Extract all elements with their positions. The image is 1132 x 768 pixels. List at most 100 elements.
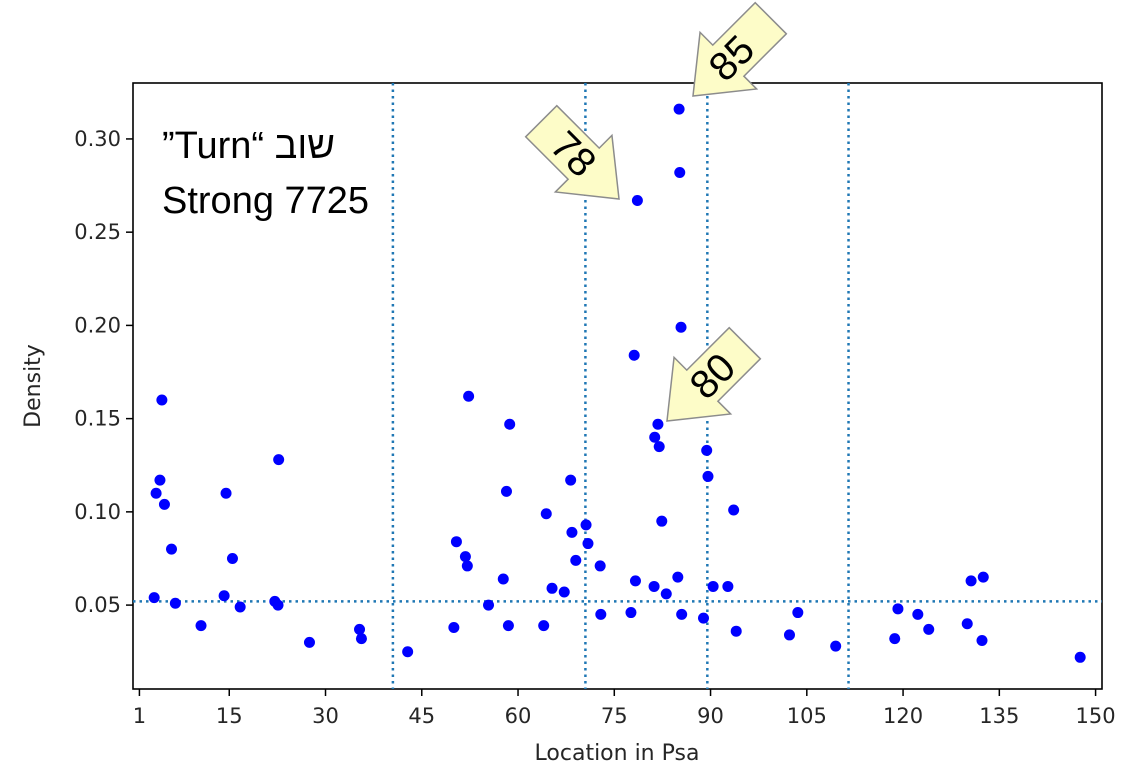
callout-78: 78 (524, 104, 620, 200)
data-point (218, 590, 230, 602)
y-axis: 0.05 0.10 0.15 0.20 0.25 0.30 (74, 127, 133, 617)
data-point (912, 608, 924, 620)
data-point (158, 498, 170, 510)
data-point (672, 571, 684, 583)
data-point (195, 620, 207, 632)
x-tick-label: 30 (312, 704, 339, 728)
x-tick-label: 90 (697, 704, 724, 728)
y-tick-label: 0.05 (74, 593, 121, 617)
data-point (463, 390, 475, 402)
data-point (977, 571, 989, 583)
data-point (500, 485, 512, 497)
data-point (961, 618, 973, 630)
data-point (546, 582, 558, 594)
data-point (565, 474, 577, 486)
y-tick-label: 0.15 (74, 407, 121, 431)
x-axis-title: Location in Psa (535, 741, 700, 766)
data-point (570, 554, 582, 566)
data-point (355, 633, 367, 645)
y-tick-label: 0.20 (74, 313, 121, 337)
data-point (594, 560, 606, 572)
data-point (1074, 651, 1086, 663)
callout-arrow-78 (524, 104, 620, 200)
strong-number-label: Strong 7725 (162, 180, 369, 222)
data-point (889, 633, 901, 645)
data-point (675, 321, 687, 333)
data-point (402, 646, 414, 658)
x-tick-label: 135 (979, 704, 1019, 728)
data-point (628, 349, 640, 361)
data-point (226, 552, 238, 564)
data-point (558, 586, 570, 598)
data-point (148, 592, 160, 604)
data-point (830, 640, 842, 652)
data-points (148, 103, 1086, 663)
data-point (273, 454, 285, 466)
callout-85: 85 (692, 1, 788, 97)
data-point (965, 575, 977, 587)
data-point (582, 538, 594, 550)
data-point (450, 536, 462, 548)
data-point (150, 487, 162, 499)
x-tick-label: 150 (1076, 704, 1116, 728)
data-point (631, 194, 643, 206)
x-axis: 1 15 30 45 60 75 90 105 120 135 150 (133, 689, 1116, 728)
data-point (272, 599, 284, 611)
data-point (783, 629, 795, 641)
data-point (448, 621, 460, 633)
data-point (976, 635, 988, 647)
data-point (169, 597, 181, 609)
data-point (660, 588, 672, 600)
data-point (234, 601, 246, 613)
data-point (656, 515, 668, 527)
data-point (892, 603, 904, 615)
data-point (707, 580, 719, 592)
data-point (629, 575, 641, 587)
y-tick-label: 0.10 (74, 500, 121, 524)
x-tick-label: 60 (505, 704, 532, 728)
data-point (540, 508, 552, 520)
hebrew-word-label: שוב “Turn” (162, 125, 335, 167)
data-point (497, 573, 509, 585)
x-tick-label: 75 (601, 704, 628, 728)
data-point (673, 103, 685, 115)
y-tick-label: 0.25 (74, 220, 121, 244)
data-point (697, 612, 709, 624)
data-point (538, 620, 550, 632)
data-point (676, 608, 688, 620)
data-point (625, 607, 637, 619)
x-tick-label: 120 (883, 704, 923, 728)
callout-arrow-80 (666, 326, 762, 422)
reference-lines (133, 83, 1102, 689)
data-point (502, 620, 514, 632)
data-point (674, 167, 686, 179)
data-point (792, 607, 804, 619)
data-point (154, 474, 166, 486)
data-point (354, 623, 366, 635)
data-point (652, 418, 664, 430)
data-point (156, 394, 168, 406)
data-point (648, 580, 660, 592)
data-point (166, 543, 178, 555)
data-point (483, 599, 495, 611)
callout-arrow-85 (692, 1, 788, 97)
data-point (461, 560, 473, 572)
x-tick-label: 1 (133, 704, 146, 728)
data-point (566, 526, 578, 538)
data-point (730, 625, 742, 637)
y-axis-title: Density (21, 344, 46, 428)
data-point (722, 580, 734, 592)
data-point (595, 608, 607, 620)
x-tick-label: 45 (408, 704, 435, 728)
data-point (303, 636, 315, 648)
x-tick-label: 15 (216, 704, 243, 728)
data-point (580, 519, 592, 531)
plot-frame (132, 82, 1103, 690)
y-tick-label: 0.30 (74, 127, 121, 151)
x-tick-label: 105 (787, 704, 827, 728)
data-point (220, 487, 232, 499)
data-point (702, 470, 714, 482)
data-point (728, 504, 740, 516)
data-point (923, 623, 935, 635)
